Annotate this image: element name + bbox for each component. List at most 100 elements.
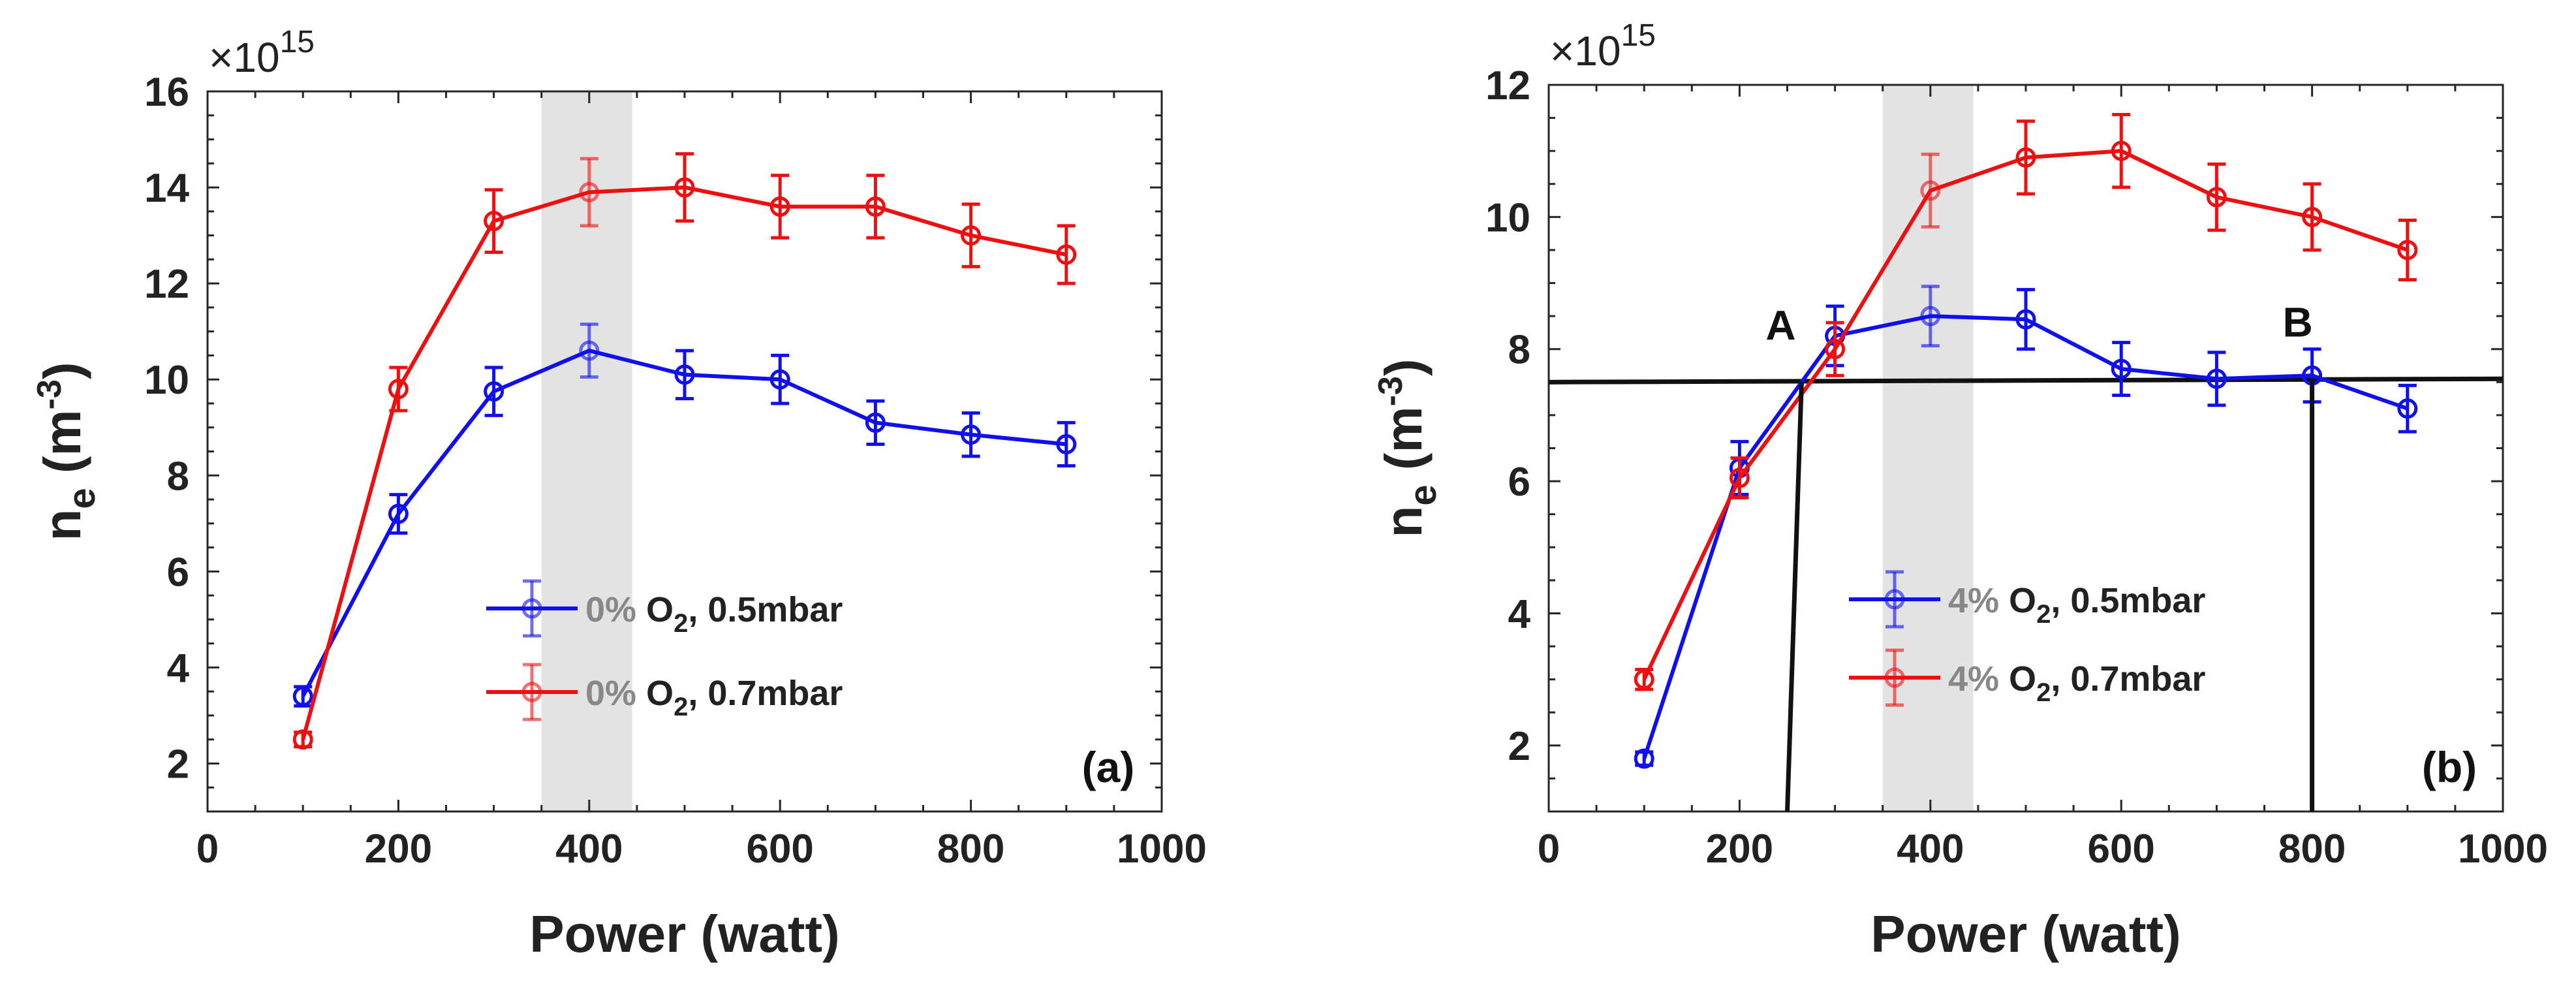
ylabel-close: ) <box>1374 358 1433 376</box>
shaded-band <box>1882 85 1974 811</box>
data-point <box>292 686 313 707</box>
exp-base: ×10 <box>209 34 280 81</box>
y-scale-exponent: ×1015 <box>1550 18 1656 74</box>
data-point <box>2397 398 2418 419</box>
legend-tail: , 0.7mbar <box>2051 659 2205 699</box>
series-line <box>301 348 1067 697</box>
data-point <box>1056 244 1077 265</box>
data-point <box>674 177 695 198</box>
legend-label: 0% O2, 0.7mbar <box>585 674 843 721</box>
data-point <box>1920 306 1941 326</box>
x-tick-label: 0 <box>1538 827 1560 872</box>
y-tick-label: 12 <box>1485 63 1530 108</box>
legend-pct: 4% <box>1948 659 1999 699</box>
data-point <box>292 729 313 750</box>
y-tick-label: 6 <box>167 550 189 595</box>
legend-label: 0% O2, 0.5mbar <box>585 590 843 638</box>
data-point <box>2206 368 2227 389</box>
data-point <box>1825 339 1846 360</box>
y-tick-label: 12 <box>144 262 189 307</box>
y-tick-label: 10 <box>1485 195 1530 240</box>
data-point <box>961 225 982 246</box>
annotation-label: A <box>1765 302 1795 349</box>
ylabel-sup: -3 <box>1372 376 1410 406</box>
data-point <box>388 379 409 400</box>
ylabel-sub: e <box>61 488 103 509</box>
x-tick-label: 200 <box>1706 827 1773 872</box>
data-point <box>2111 358 2132 379</box>
exp-base: ×10 <box>1550 27 1621 74</box>
y-tick-label: 4 <box>1508 591 1531 637</box>
x-tick-label: 600 <box>746 827 813 872</box>
chart-panel-b: 0 200 400 600 800 1000 2 4 6 8 10 12 ×1015 Power (wat… <box>1372 18 2548 963</box>
legend-swatch-marker <box>521 682 542 702</box>
data-point <box>1729 467 1750 488</box>
annotation-label: B <box>2282 298 2312 345</box>
legend-name: O <box>636 590 674 629</box>
legend-swatch-marker <box>1884 667 1905 688</box>
data-point <box>484 381 504 402</box>
y-tick-label: 4 <box>167 646 190 691</box>
data-point <box>865 196 886 217</box>
ylabel-unit: (m <box>1374 406 1433 484</box>
ylabel-base: n <box>33 509 91 541</box>
legend-sub: 2 <box>2036 600 2051 629</box>
ylabel-unit: (m <box>33 409 91 488</box>
y-axis-label: ne (m-3) <box>1372 358 1444 537</box>
legend-swatch-marker <box>1884 589 1905 610</box>
chart-panel-a: 0 200 400 600 800 1000 2 4 6 8 10 12 14 16 ×1015 Power … <box>31 25 1207 963</box>
x-axis-label: Power (watt) <box>1870 905 2181 963</box>
data-point <box>865 412 886 433</box>
series-1 <box>1634 113 2418 691</box>
legend-name: O <box>636 674 674 713</box>
legend-tail: , 0.7mbar <box>688 674 843 713</box>
y-tick-label: 14 <box>144 166 189 211</box>
x-tick-label: 1000 <box>2458 827 2548 872</box>
x-tick-label: 0 <box>196 827 219 872</box>
panel-label: (a) <box>1082 743 1135 791</box>
y-tick-label: 10 <box>144 358 189 403</box>
y-tick-label: 6 <box>1508 460 1530 505</box>
data-point <box>2015 309 2036 330</box>
data-point <box>2111 140 2132 161</box>
x-tick-label: 800 <box>937 827 1004 872</box>
y-tick-label: 8 <box>1508 328 1530 373</box>
series-line <box>301 185 1067 740</box>
data-point <box>961 424 982 445</box>
y-tick-label: 8 <box>167 454 189 499</box>
y-axis-label: ne (m-3) <box>31 362 103 541</box>
annotation-drop-line <box>1785 382 1804 812</box>
ylabel-sub: e <box>1402 484 1444 505</box>
y-scale-exponent: ×1015 <box>209 25 315 81</box>
legend-pct: 4% <box>1948 581 1999 620</box>
data-point <box>769 369 790 390</box>
legend-label: 4% O2, 0.5mbar <box>1948 581 2205 629</box>
y-tick-label: 16 <box>144 70 189 115</box>
series-0 <box>292 323 1077 708</box>
legend-swatch-marker <box>521 598 542 619</box>
legend-sub: 2 <box>2036 678 2051 707</box>
panel-label: (b) <box>2422 743 2477 791</box>
legend-sub: 2 <box>674 693 688 721</box>
legend-label: 4% O2, 0.7mbar <box>1948 659 2205 707</box>
x-tick-label: 800 <box>2278 827 2346 872</box>
x-tick-label: 200 <box>365 827 432 872</box>
x-tick-label: 600 <box>2087 827 2154 872</box>
data-point <box>1634 748 1654 769</box>
ylabel-base: n <box>1374 506 1433 538</box>
ylabel-sup: -3 <box>31 379 69 409</box>
x-tick-label: 400 <box>555 827 623 872</box>
series-1 <box>292 152 1077 750</box>
data-point <box>1634 669 1654 690</box>
legend-name: O <box>1999 659 2036 699</box>
data-point <box>1056 433 1077 454</box>
data-point <box>484 211 504 232</box>
data-point <box>2206 187 2227 208</box>
data-point <box>769 196 790 217</box>
x-axis-label: Power (watt) <box>529 905 840 963</box>
legend-name: O <box>1999 581 2036 620</box>
legend-pct: 0% <box>585 674 636 713</box>
x-tick-label: 1000 <box>1117 827 1207 872</box>
